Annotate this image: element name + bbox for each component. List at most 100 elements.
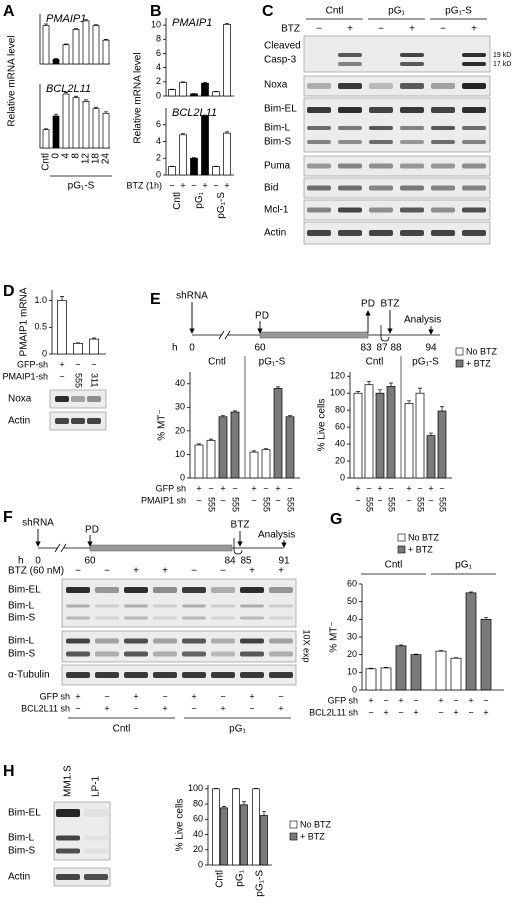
bar <box>285 416 295 479</box>
group-label: Cntl <box>385 560 403 571</box>
error-bar <box>233 410 237 413</box>
blot-band <box>153 638 177 644</box>
row-mark: − <box>220 691 225 701</box>
bar <box>426 435 436 479</box>
row-mark: − <box>196 495 201 505</box>
blot-band <box>66 587 90 593</box>
row-mark: + <box>383 707 388 717</box>
row-mark: 555 <box>387 497 397 512</box>
error-bar <box>484 617 488 620</box>
legend-swatch <box>455 347 464 356</box>
row-mark: − <box>287 483 292 493</box>
bar <box>92 108 100 149</box>
error-bar <box>94 106 98 109</box>
row-label: GFP-sh <box>17 359 48 369</box>
timeline-hour: 83 <box>360 343 372 354</box>
row-mark: − <box>406 495 411 505</box>
row-mark: − <box>213 180 218 190</box>
row-label: GFP sh <box>156 483 186 493</box>
x-tick-label: 4 <box>61 153 72 159</box>
row-mark: − <box>91 359 96 369</box>
error-bar <box>92 337 96 340</box>
blot-band <box>211 638 235 644</box>
blot-band <box>55 396 69 402</box>
y-tick-label: 0 <box>156 169 161 179</box>
bar <box>435 650 447 691</box>
group-label: pG₁-S <box>412 357 439 368</box>
panel-label: E <box>150 291 161 308</box>
row-mark: + <box>75 691 80 701</box>
bar <box>249 451 259 479</box>
timeline-hour: 94 <box>425 343 437 354</box>
blot-band <box>211 587 235 593</box>
row-mark: + <box>468 695 473 705</box>
error-bar <box>367 380 371 385</box>
blot-band <box>211 672 235 678</box>
timeline-unit: h <box>18 556 24 567</box>
lane-mark: − <box>191 566 197 577</box>
y-tick-label: 10 <box>175 449 185 459</box>
row-mark: − <box>208 483 213 493</box>
group-label: pG₁ <box>229 724 246 735</box>
chart-title: PMAIP1 <box>46 13 86 25</box>
chart-title: BCL2L11 <box>172 107 217 119</box>
blot-band <box>338 163 362 169</box>
row-mark: − <box>377 495 382 505</box>
error-bar <box>74 28 78 30</box>
row-mark: − <box>388 483 393 493</box>
bar <box>212 91 220 97</box>
blot-band <box>240 672 264 678</box>
lane-mark: − <box>104 566 110 577</box>
row-mark: 555 <box>286 497 296 512</box>
lane-label: MM1.S <box>63 765 74 797</box>
blot-row-label: Bim-S <box>8 649 36 660</box>
treatment-label: BTZ (60 nM) <box>8 566 64 577</box>
panel-label: A <box>3 3 15 20</box>
error-bar <box>54 113 58 116</box>
blot-row-label: Puma <box>264 161 291 172</box>
row-mark: + <box>59 359 64 369</box>
blot-band <box>338 83 362 89</box>
bar <box>380 667 392 691</box>
error-bar <box>242 801 246 805</box>
bar <box>168 166 176 176</box>
blot-band <box>84 848 108 854</box>
size-marker: 17 kD <box>493 61 511 68</box>
blot-band <box>84 835 108 841</box>
bar <box>240 804 248 866</box>
y-tick-label: 20 <box>193 844 203 854</box>
bar <box>72 29 80 65</box>
blot-row-label: Cleaved <box>264 41 301 52</box>
y-tick-label: 20 <box>175 425 185 435</box>
timeline-hour: 85 <box>240 556 252 567</box>
row-mark: − <box>366 483 371 493</box>
bar <box>220 807 228 866</box>
row-mark: − <box>75 703 80 713</box>
timeline-hour: 60 <box>254 343 266 354</box>
row-mark: + <box>398 695 403 705</box>
row-mark: − <box>453 695 458 705</box>
blot-band <box>431 126 455 130</box>
row-mark: + <box>413 707 418 717</box>
group-label: Cntl <box>366 357 384 368</box>
blot-band <box>462 163 486 169</box>
row-mark: − <box>169 180 174 190</box>
blot-note: 10X exp <box>302 629 312 662</box>
row-label: PMAIP1-sh <box>2 371 48 381</box>
row-mark: 555 <box>438 497 448 512</box>
bar <box>212 788 220 866</box>
blot-band <box>211 651 235 657</box>
row-mark: − <box>428 495 433 505</box>
blot-band <box>153 604 177 608</box>
blot-band <box>369 107 393 113</box>
error-bar <box>389 382 393 387</box>
blot-band <box>369 230 393 236</box>
blot-band <box>66 651 90 657</box>
y-tick-label: 1.0 <box>34 295 47 305</box>
blot-row-label: Bim-EL <box>264 104 297 115</box>
error-bar <box>225 22 229 25</box>
blot-band <box>400 107 424 113</box>
bar <box>190 93 198 97</box>
error-bar <box>84 19 88 21</box>
blot-band <box>307 207 331 213</box>
